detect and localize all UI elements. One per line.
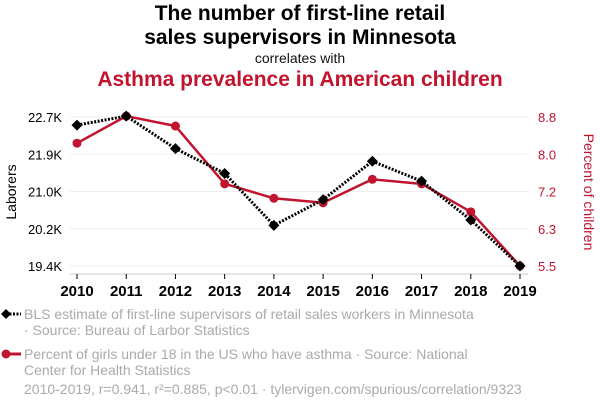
x-tick-label: 2016 — [356, 283, 389, 300]
y-tick-label-right: 5.5 — [538, 259, 556, 274]
footer-stats: 2010-2019, r=0.941, r²=0.885, p<0.01 · t… — [24, 381, 522, 397]
x-tick-label: 2014 — [257, 283, 291, 300]
y-axis-right: 8.8 8.0 7.2 6.3 5.5 — [538, 110, 556, 274]
series-line-laborers — [76, 114, 522, 268]
x-tick-label: 2010 — [60, 283, 93, 300]
correlates-with-label: correlates with — [254, 50, 346, 66]
data-point-asthma — [466, 207, 476, 217]
x-tick-label: 2013 — [208, 283, 241, 300]
chart-subtitle: Asthma prevalence in American children — [97, 68, 503, 91]
legend-laborers-line2: · Source: Bureau of Larbor Statistics — [24, 322, 250, 338]
legend-asthma-line1: Percent of girls under 18 in the US who … — [24, 346, 468, 362]
y-tick-label-right: 8.8 — [538, 110, 556, 125]
y-tick-label-right: 6.3 — [538, 222, 556, 237]
title-line-2: sales supervisors in Minnesota — [144, 26, 456, 49]
y-tick-label-left: 21.9K — [28, 147, 62, 162]
data-point-asthma — [72, 138, 82, 148]
x-axis: 2010 2011 2012 2013 2014 2015 2016 2017 2018 2019 — [60, 273, 537, 300]
data-point-asthma — [220, 179, 230, 189]
series-line-asthma — [76, 114, 521, 267]
data-point-laborers — [120, 110, 132, 122]
data-point-asthma — [269, 193, 279, 203]
legend-asthma-line2: Center for Health Statistics — [24, 362, 191, 378]
y-axis-left: 22.7K 21.9K 21.0K 20.2K 19.4K — [28, 110, 62, 274]
data-point-laborers — [366, 155, 378, 167]
dotted-diamond-icon — [1, 309, 21, 319]
data-point-laborers — [465, 214, 477, 226]
y-tick-label-right: 7.2 — [538, 185, 556, 200]
x-tick-label: 2019 — [503, 283, 536, 300]
x-tick-label: 2018 — [454, 283, 487, 300]
y-tick-label-left: 19.4K — [28, 259, 62, 274]
x-tick-label: 2015 — [306, 283, 339, 300]
legend-item-laborers: BLS estimate of first-line supervisors o… — [1, 306, 504, 338]
y-tick-label-right: 8.0 — [538, 147, 556, 162]
data-point-laborers — [219, 167, 231, 179]
data-point-laborers — [169, 143, 181, 155]
legend-laborers-line1: BLS estimate of first-line supervisors o… — [24, 306, 474, 322]
x-tick-label: 2012 — [159, 283, 192, 300]
legend-item-asthma: Percent of girls under 18 in the US who … — [1, 346, 504, 378]
y-tick-label-left: 20.2K — [28, 222, 62, 237]
chart-title: The number of first-line retail sales su… — [0, 2, 600, 50]
title-line-1: The number of first-line retail — [154, 2, 446, 25]
y-tick-label-left: 22.7K — [28, 110, 62, 125]
data-point-asthma — [170, 121, 180, 131]
data-point-asthma — [367, 174, 377, 184]
red-circle-line-icon — [1, 349, 21, 359]
data-point-laborers — [71, 119, 83, 131]
y-axis-right-label: Percent of children — [581, 134, 597, 251]
data-point-laborers — [268, 219, 280, 231]
x-tick-label: 2011 — [110, 283, 143, 300]
y-axis-left-label: Laborers — [3, 164, 19, 219]
y-tick-label-left: 21.0K — [28, 185, 62, 200]
data-point-laborers — [514, 260, 526, 272]
data-point-laborers — [317, 194, 329, 206]
data-point-laborers — [416, 175, 428, 187]
gridlines — [70, 116, 528, 267]
series-laborers — [71, 110, 526, 272]
x-tick-label: 2017 — [405, 283, 438, 300]
